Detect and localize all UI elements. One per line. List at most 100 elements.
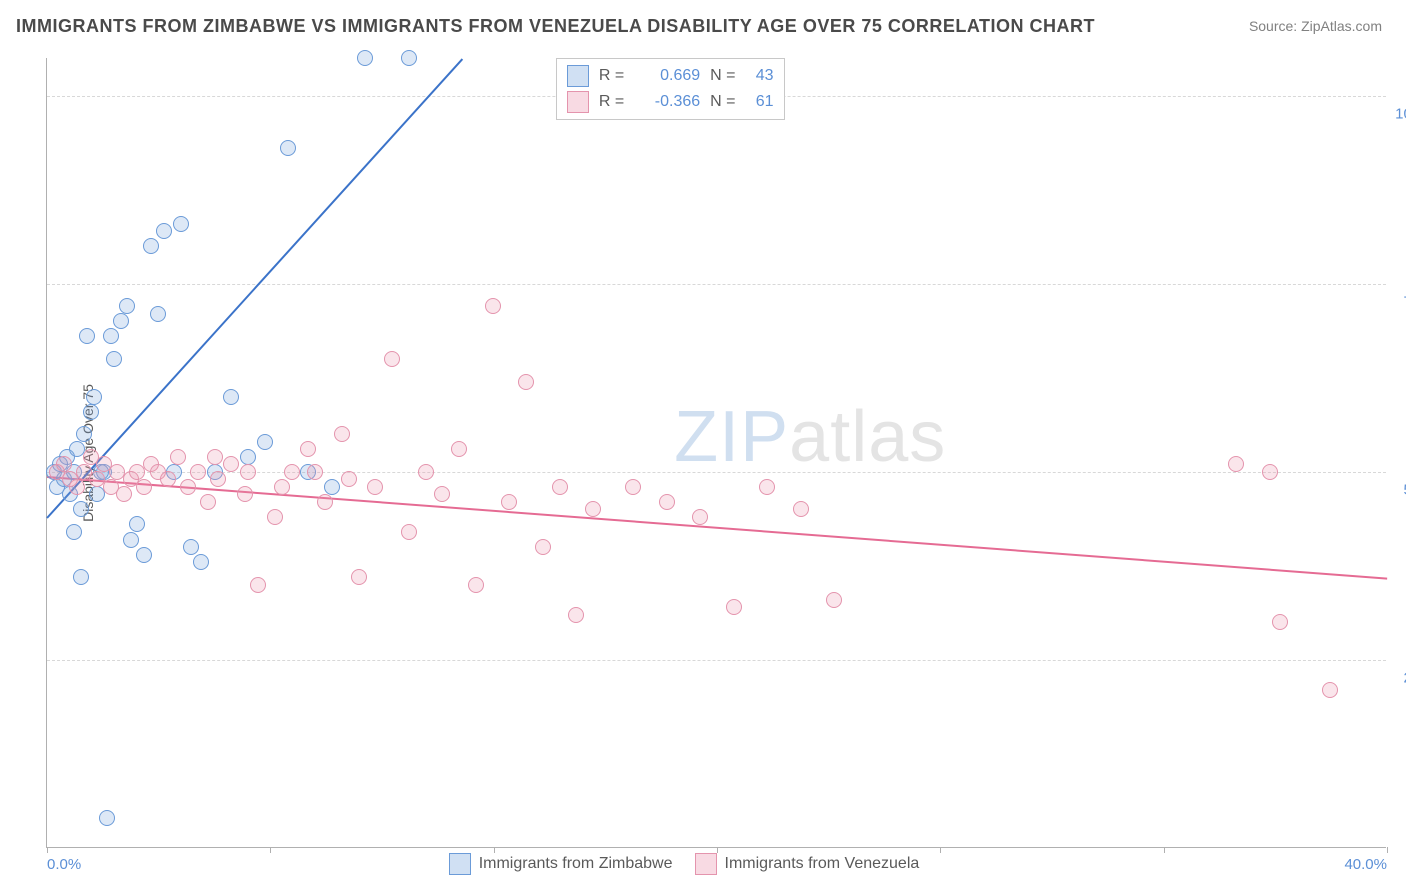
point-b bbox=[180, 479, 196, 495]
x-tick-mark bbox=[1387, 847, 1388, 853]
x-tick-label: 0.0% bbox=[47, 856, 81, 873]
point-a bbox=[103, 328, 119, 344]
point-b bbox=[434, 486, 450, 502]
point-a bbox=[150, 306, 166, 322]
point-b bbox=[300, 441, 316, 457]
point-a bbox=[173, 216, 189, 232]
point-b bbox=[568, 607, 584, 623]
point-b bbox=[451, 441, 467, 457]
point-b bbox=[69, 479, 85, 495]
point-b bbox=[267, 509, 283, 525]
y-tick-label: 25.0% bbox=[1391, 669, 1406, 686]
point-a bbox=[143, 238, 159, 254]
point-a bbox=[76, 426, 92, 442]
r-value-b: -0.366 bbox=[634, 93, 700, 111]
point-b bbox=[210, 471, 226, 487]
point-b bbox=[307, 464, 323, 480]
y-tick-label: 50.0% bbox=[1391, 481, 1406, 498]
point-b bbox=[56, 456, 72, 472]
point-b bbox=[367, 479, 383, 495]
point-b bbox=[341, 471, 357, 487]
correlation-legend: R = 0.669 N = 43 R = -0.366 N = 61 bbox=[556, 58, 785, 120]
point-b bbox=[659, 494, 675, 510]
point-b bbox=[284, 464, 300, 480]
y-tick-label: 75.0% bbox=[1391, 293, 1406, 310]
n-label: N = bbox=[710, 67, 735, 85]
point-b bbox=[1228, 456, 1244, 472]
y-tick-label: 100.0% bbox=[1391, 105, 1406, 122]
point-b bbox=[1262, 464, 1278, 480]
point-b bbox=[692, 509, 708, 525]
point-b bbox=[317, 494, 333, 510]
swatch-b-icon bbox=[695, 853, 717, 875]
r-label: R = bbox=[599, 93, 624, 111]
r-value-a: 0.669 bbox=[634, 67, 700, 85]
x-tick-mark bbox=[494, 847, 495, 853]
x-tick-mark bbox=[717, 847, 718, 853]
point-b bbox=[240, 464, 256, 480]
point-a bbox=[73, 569, 89, 585]
point-b bbox=[518, 374, 534, 390]
point-b bbox=[160, 471, 176, 487]
point-b bbox=[200, 494, 216, 510]
swatch-a-icon bbox=[449, 853, 471, 875]
regression-line-a bbox=[46, 58, 463, 518]
point-b bbox=[170, 449, 186, 465]
point-b bbox=[501, 494, 517, 510]
point-b bbox=[1322, 682, 1338, 698]
point-b bbox=[237, 486, 253, 502]
chart-title: IMMIGRANTS FROM ZIMBABWE VS IMMIGRANTS F… bbox=[16, 16, 1095, 37]
point-a bbox=[106, 351, 122, 367]
point-a bbox=[86, 389, 102, 405]
point-b bbox=[384, 351, 400, 367]
point-b bbox=[793, 501, 809, 517]
point-b bbox=[485, 298, 501, 314]
point-a bbox=[156, 223, 172, 239]
point-b bbox=[585, 501, 601, 517]
source-label: Source: bbox=[1249, 18, 1301, 34]
legend-row-a: R = 0.669 N = 43 bbox=[567, 63, 774, 89]
swatch-a bbox=[567, 65, 589, 87]
x-tick-mark bbox=[47, 847, 48, 853]
source-value: ZipAtlas.com bbox=[1301, 18, 1382, 34]
legend-row-b: R = -0.366 N = 61 bbox=[567, 89, 774, 115]
x-tick-mark bbox=[940, 847, 941, 853]
point-b bbox=[535, 539, 551, 555]
point-b bbox=[351, 569, 367, 585]
legend-label-b: Immigrants from Venezuela bbox=[725, 855, 920, 873]
gridline-h bbox=[47, 284, 1386, 285]
point-b bbox=[223, 456, 239, 472]
point-a bbox=[99, 810, 115, 826]
legend-label-a: Immigrants from Zimbabwe bbox=[479, 855, 673, 873]
legend-item-b: Immigrants from Venezuela bbox=[695, 853, 920, 875]
point-a bbox=[73, 501, 89, 517]
watermark-atlas: atlas bbox=[789, 397, 946, 477]
point-b bbox=[552, 479, 568, 495]
watermark-zip: ZIP bbox=[674, 397, 789, 477]
scatter-plot: Disability Age Over 75 ZIPatlas R = 0.66… bbox=[46, 58, 1386, 848]
point-b bbox=[250, 577, 266, 593]
point-b bbox=[726, 599, 742, 615]
point-b bbox=[759, 479, 775, 495]
point-a bbox=[324, 479, 340, 495]
point-a bbox=[79, 328, 95, 344]
point-a bbox=[113, 313, 129, 329]
point-b bbox=[401, 524, 417, 540]
point-b bbox=[1272, 614, 1288, 630]
series-legend: Immigrants from Zimbabwe Immigrants from… bbox=[449, 853, 920, 875]
point-b bbox=[207, 449, 223, 465]
x-tick-mark bbox=[270, 847, 271, 853]
point-b bbox=[468, 577, 484, 593]
x-tick-mark bbox=[1164, 847, 1165, 853]
point-a bbox=[119, 298, 135, 314]
n-value-b: 61 bbox=[746, 93, 774, 111]
n-value-a: 43 bbox=[746, 67, 774, 85]
point-a bbox=[66, 524, 82, 540]
point-b bbox=[334, 426, 350, 442]
point-b bbox=[116, 486, 132, 502]
point-a bbox=[123, 532, 139, 548]
point-a bbox=[257, 434, 273, 450]
r-label: R = bbox=[599, 67, 624, 85]
point-b bbox=[190, 464, 206, 480]
point-b bbox=[136, 479, 152, 495]
